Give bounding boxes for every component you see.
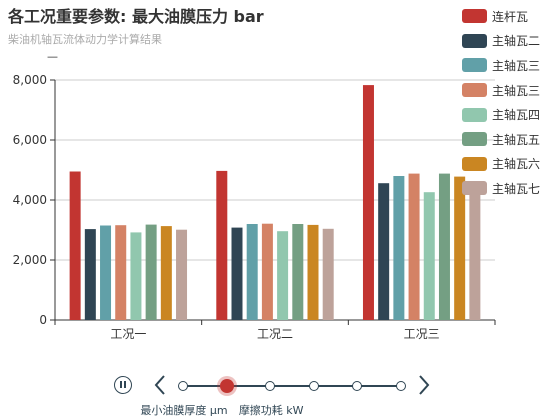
bar	[322, 228, 334, 320]
y-tick-label: 4,000	[13, 193, 47, 207]
legend-swatch	[462, 9, 487, 24]
bar	[393, 176, 405, 320]
legend-swatch	[462, 83, 487, 98]
timeline-point[interactable]	[352, 381, 363, 391]
bar	[261, 223, 273, 320]
y-tick-label: 0	[39, 313, 47, 327]
timeline-track	[182, 385, 401, 387]
chart-subtitle: 柴油机轴瓦流体动力学计算结果	[8, 33, 162, 46]
bar	[438, 173, 450, 320]
timeline-point[interactable]	[178, 381, 188, 391]
bar	[378, 183, 390, 320]
bar	[408, 173, 420, 320]
timeline-point[interactable]	[265, 381, 276, 391]
legend-item[interactable]: 连杆瓦	[462, 4, 540, 29]
y-tick-label: 2,000	[13, 253, 47, 267]
bar	[160, 226, 172, 320]
bar	[246, 224, 258, 320]
legend-label: 主轴瓦二	[492, 34, 541, 49]
bar	[469, 183, 481, 320]
timeline-point[interactable]	[308, 381, 319, 391]
legend-item[interactable]: 主轴瓦二	[462, 29, 540, 54]
bar	[362, 85, 374, 320]
bar	[216, 170, 228, 320]
legend-item[interactable]: 主轴瓦三	[462, 78, 540, 103]
bar	[307, 224, 319, 320]
legend-swatch	[462, 107, 487, 122]
previous-arrow-icon[interactable]	[152, 374, 168, 396]
legend-label: 主轴瓦五	[492, 132, 541, 147]
timeline: 最小油膜厚度 μm 摩擦功耗 kW	[0, 362, 550, 420]
legend-swatch	[462, 58, 487, 73]
legend-label: 主轴瓦七	[492, 181, 541, 196]
legend-label: 主轴瓦四	[492, 108, 541, 123]
bar	[423, 192, 435, 320]
legend-item[interactable]: 主轴瓦五	[462, 127, 540, 152]
y-tick-label: 6,000	[13, 133, 47, 147]
pause-icon	[120, 381, 122, 388]
bar	[115, 225, 127, 320]
legend-swatch	[462, 132, 487, 147]
legend-item[interactable]: 主轴瓦七	[462, 176, 540, 201]
timeline-label[interactable]: 最小油膜厚度 μm	[140, 404, 228, 417]
legend-swatch	[462, 156, 487, 171]
pause-button[interactable]	[114, 376, 132, 394]
legend-label: 主轴瓦三	[492, 83, 541, 98]
chart-dash-mark: —	[47, 50, 58, 63]
chart-title: 各工况重要参数: 最大油膜压力 bar	[8, 7, 264, 26]
chart-legend: 连杆瓦 主轴瓦二 主轴瓦三 主轴瓦三 主轴瓦四 主轴瓦五 主轴瓦六 主轴瓦七	[462, 4, 540, 201]
legend-label: 主轴瓦三	[492, 58, 541, 73]
x-tick-label: 工况二	[257, 327, 293, 341]
legend-swatch	[462, 181, 487, 196]
bar-chart: 0 2,000 4,000 6,000 8,000 工况一 工况二 工况三	[13, 73, 496, 341]
timeline-point[interactable]	[396, 381, 406, 391]
timeline-label[interactable]: 摩擦功耗 kW	[238, 404, 304, 417]
bar	[277, 231, 289, 320]
x-tick-label: 工况三	[404, 327, 440, 341]
bar	[454, 176, 466, 320]
bar	[292, 224, 304, 320]
legend-label: 主轴瓦六	[492, 157, 541, 172]
bar	[130, 232, 142, 320]
bar	[84, 229, 96, 320]
legend-label: 连杆瓦	[492, 9, 529, 24]
timeline-point[interactable]	[219, 379, 234, 393]
legend-item[interactable]: 主轴瓦四	[462, 102, 540, 127]
bar	[176, 229, 188, 320]
next-arrow-icon[interactable]	[416, 374, 432, 396]
legend-item[interactable]: 主轴瓦六	[462, 152, 540, 177]
bar	[69, 171, 81, 320]
legend-item[interactable]: 主轴瓦三	[462, 53, 540, 78]
y-tick-label: 8,000	[13, 73, 47, 87]
bar	[231, 227, 243, 320]
x-tick-label: 工况一	[110, 327, 146, 341]
bar	[100, 225, 112, 320]
bar	[145, 224, 157, 320]
legend-swatch	[462, 33, 487, 48]
